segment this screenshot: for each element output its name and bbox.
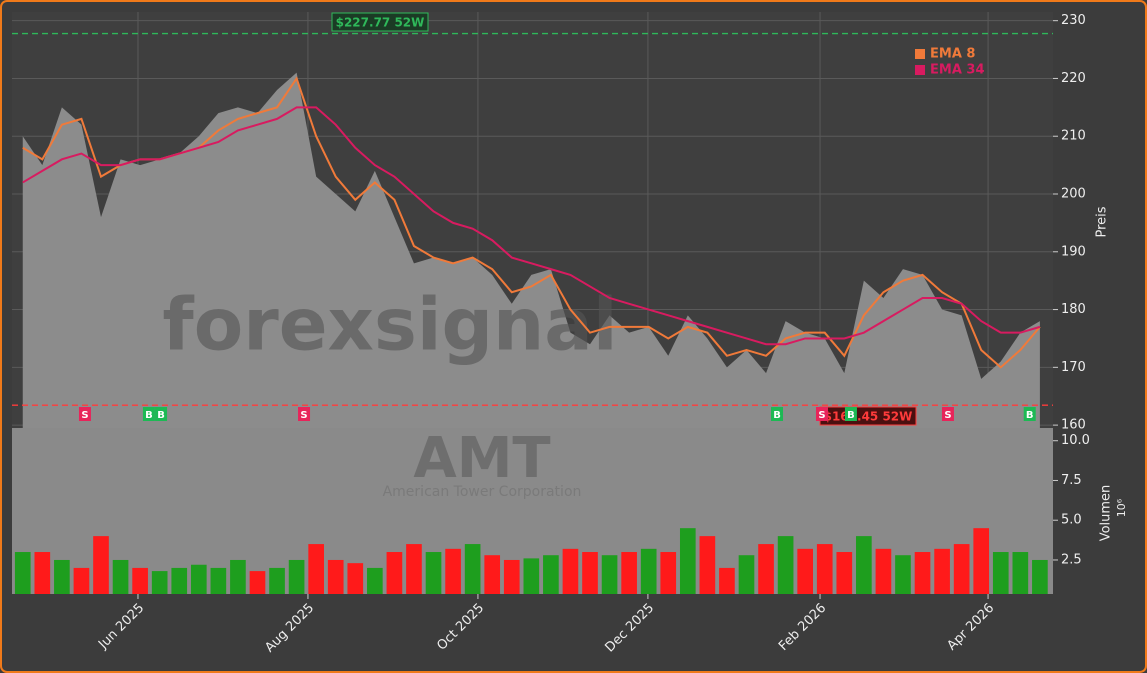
y-tick-label: 210	[1061, 129, 1086, 144]
volume-bar	[347, 563, 364, 594]
volume-bar	[327, 559, 344, 594]
volume-bar	[738, 555, 755, 594]
volume-axis-label: Volumen	[1099, 485, 1114, 542]
volume-bar	[934, 548, 950, 594]
signal-label: B	[157, 410, 165, 421]
signal-marker	[844, 407, 857, 421]
volume-bar	[112, 559, 129, 594]
volume-bar	[445, 548, 461, 594]
signal-marker	[142, 407, 155, 421]
volume-bar	[543, 555, 559, 594]
volume-bar	[386, 552, 403, 594]
signal-marker	[155, 407, 168, 421]
volume-bar	[1032, 559, 1048, 594]
ema-line	[22, 106, 1041, 346]
signal-label: B	[1026, 410, 1034, 421]
signal-marker	[771, 407, 784, 421]
volume-bar	[562, 548, 579, 594]
volume-bar	[171, 567, 188, 594]
watermark: forexsignal	[162, 283, 617, 367]
signal-marker	[78, 407, 91, 421]
legend-swatch	[915, 49, 925, 59]
volume-bar	[503, 559, 520, 594]
volume-scale: 10⁶	[1115, 498, 1128, 517]
volume-bar	[699, 536, 716, 594]
volume-bar	[660, 552, 677, 594]
volume-bar	[249, 571, 266, 594]
volume-bar	[679, 528, 696, 594]
volume-bar	[797, 548, 813, 594]
signal-marker	[298, 407, 311, 421]
y-tick-label: 230	[1061, 13, 1086, 28]
volume-bar	[719, 567, 735, 594]
signal-marker	[1023, 407, 1036, 421]
volume-bar	[856, 536, 872, 594]
level-label-box	[331, 12, 429, 32]
volume-bar	[621, 552, 637, 594]
volume-bar	[210, 567, 227, 594]
signal-label: S	[944, 410, 951, 421]
signal-label: S	[300, 410, 307, 421]
volume-bar	[288, 559, 305, 594]
signal-label: B	[145, 410, 153, 421]
volume-bar	[640, 548, 657, 594]
ticker-watermark: AMT	[413, 426, 550, 491]
signal-marker	[815, 407, 828, 421]
volume-bar	[73, 567, 90, 594]
volume-bar	[777, 536, 794, 594]
y2-tick-label: 7.5	[1061, 473, 1082, 488]
volume-bar	[367, 567, 383, 594]
y-tick-label: 160	[1061, 418, 1086, 433]
y2-tick-label: 10.0	[1061, 433, 1090, 448]
volume-bar	[484, 555, 501, 594]
signal-label: B	[847, 410, 855, 421]
volume-bar	[308, 544, 324, 594]
volume-bar	[816, 544, 833, 594]
volume-bar	[601, 555, 618, 594]
signal-marker	[941, 407, 954, 421]
volume-bar	[54, 559, 70, 594]
volume-bar	[953, 544, 970, 594]
legend-swatch	[915, 65, 925, 75]
volume-bar	[582, 552, 598, 594]
price-axis-label: Preis	[1095, 206, 1110, 237]
volume-bar	[93, 536, 109, 594]
level-label: $163.45 52W	[824, 410, 913, 424]
y-tick-label: 200	[1061, 187, 1086, 202]
volume-bar	[269, 567, 285, 594]
volume-bar	[758, 544, 774, 594]
volume-bar	[151, 571, 168, 594]
signal-label: B	[773, 410, 781, 421]
volume-bar	[425, 552, 442, 594]
signal-label: S	[81, 410, 88, 421]
y-tick-label: 180	[1061, 302, 1086, 317]
volume-bar	[836, 552, 853, 594]
y2-tick-label: 2.5	[1061, 552, 1082, 567]
level-label: $227.77 52W	[336, 16, 425, 30]
volume-bar	[34, 552, 51, 594]
signal-label: S	[818, 410, 825, 421]
volume-bar	[132, 567, 148, 594]
volume-bar	[14, 552, 31, 594]
volume-bar	[895, 555, 911, 594]
volume-bar	[875, 548, 892, 594]
volume-bar	[973, 528, 990, 594]
volume-bar	[406, 544, 422, 594]
volume-bar	[190, 564, 207, 594]
y2-tick-label: 5.0	[1061, 513, 1082, 528]
company-watermark: American Tower Corporation	[383, 484, 582, 500]
y-tick-label: 170	[1061, 360, 1086, 375]
y-tick-label: 190	[1061, 244, 1086, 259]
volume-bar	[464, 544, 481, 594]
y-tick-label: 220	[1061, 71, 1086, 86]
volume-bar	[914, 552, 931, 594]
legend-label: EMA 8	[930, 47, 975, 62]
legend-label: EMA 34	[930, 63, 985, 78]
volume-bar	[230, 559, 246, 594]
volume-bar	[523, 558, 540, 594]
volume-bar	[1012, 552, 1029, 594]
volume-bar	[992, 552, 1009, 594]
